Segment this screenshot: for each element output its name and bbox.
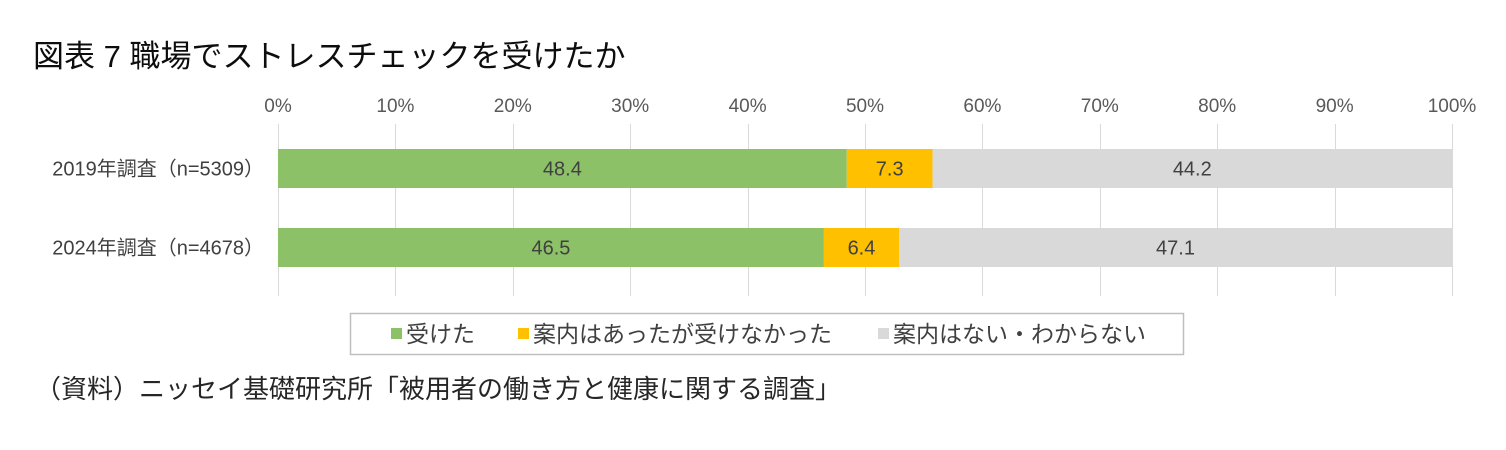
data-label-row2-series2: 6.4 [848, 238, 876, 260]
legend-item-no-notice-unknown: 案内はない・わからない [878, 321, 1146, 347]
category-label: 2024年調査（n=4678） [52, 237, 264, 260]
source-note: （資料）ニッセイ基礎研究所「被用者の働き方と健康に関する調査」 [35, 374, 841, 404]
x-tick-label: 60% [963, 96, 1001, 117]
data-label-row1-series3: 44.2 [1173, 159, 1212, 181]
data-label-row1-series1: 48.4 [543, 159, 582, 181]
x-tick-label: 50% [846, 96, 884, 117]
bar-segment-row1-series2 [846, 149, 933, 188]
category-label: 2019年調査（n=5309） [52, 158, 264, 181]
legend-item-notified-not-received: 案内はあったが受けなかった [518, 321, 832, 347]
data-label-row1-series2: 7.3 [876, 159, 904, 181]
legend-label-received: 受けた [406, 321, 475, 347]
x-tick-label: 40% [729, 96, 767, 117]
x-tick-label: 80% [1198, 96, 1236, 117]
x-tick-label: 70% [1081, 96, 1119, 117]
data-label-row2-series1: 46.5 [531, 238, 570, 260]
legend: 受けた 案内はあったが受けなかった 案内はない・わからない [349, 312, 1185, 356]
x-axis-tick-labels: 0% 10% 20% 30% 40% 50% 60% 70% 80% 90% 100% [264, 96, 1476, 117]
x-tick-label: 0% [264, 96, 292, 117]
x-tick-label: 100% [1428, 96, 1477, 117]
legend-swatch-received [391, 328, 402, 339]
category-labels: 2019年調査（n=5309） 2024年調査（n=4678） [52, 158, 264, 260]
x-tick-label: 30% [611, 96, 649, 117]
chart-title: 図表 7 職場でストレスチェックを受けたか [33, 39, 625, 74]
x-tick-label: 10% [376, 96, 414, 117]
x-tick-label: 20% [494, 96, 532, 117]
legend-label-notified-not-received: 案内はあったが受けなかった [533, 321, 832, 347]
legend-box [349, 312, 1185, 356]
legend-swatch-no-notice-unknown [878, 328, 889, 339]
legend-label-no-notice-unknown: 案内はない・わからない [893, 321, 1146, 347]
legend-item-received: 受けた [391, 321, 475, 347]
legend-swatch-notified-not-received [518, 328, 529, 339]
x-tick-label: 90% [1316, 96, 1354, 117]
data-labels: 48.4 7.3 44.2 46.5 6.4 47.1 [531, 159, 1211, 260]
bar-segment-row1-series1 [278, 149, 847, 188]
data-label-row2-series3: 47.1 [1156, 238, 1195, 260]
bar-segment-row2-series3 [899, 228, 1452, 267]
bar-segment-row1-series3 [932, 149, 1452, 188]
stacked-bars [278, 149, 1452, 267]
bar-segment-row2-series2 [823, 228, 900, 267]
bar-segment-row2-series1 [278, 228, 824, 267]
